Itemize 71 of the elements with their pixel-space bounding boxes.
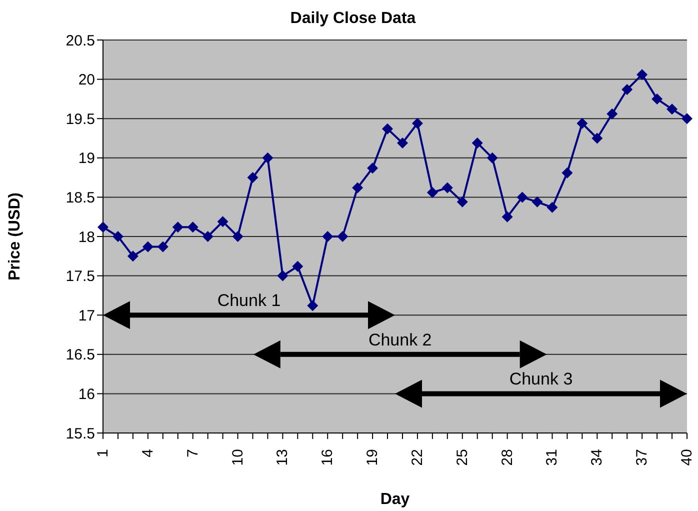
point xyxy=(442,182,453,194)
x-tick-label: 13 xyxy=(274,449,292,466)
y-tick-label: 20.5 xyxy=(66,32,95,50)
x-tick-label: 1 xyxy=(94,449,112,458)
point xyxy=(412,118,423,129)
point xyxy=(636,69,648,80)
annotation: Chunk 1 xyxy=(217,291,281,310)
y-tick-label: 15.5 xyxy=(66,425,95,442)
x-tick-label: 4 xyxy=(139,449,156,458)
x-tick-label: 34 xyxy=(588,449,606,466)
y-tick-label: 17.5 xyxy=(66,268,95,286)
point xyxy=(592,132,603,144)
x-tick-label: 7 xyxy=(184,449,202,458)
point xyxy=(292,260,304,272)
point xyxy=(367,162,378,174)
point xyxy=(546,202,558,213)
point xyxy=(486,152,498,164)
x-tick-label: 19 xyxy=(364,449,382,466)
y-tick-label: 18.5 xyxy=(66,190,95,207)
point xyxy=(562,167,573,178)
point xyxy=(426,186,438,198)
annotation: Chunk 2 xyxy=(368,330,432,350)
point xyxy=(666,104,678,115)
point xyxy=(337,231,348,242)
point xyxy=(157,241,168,252)
annotation: Chunk 3 xyxy=(509,370,573,389)
point xyxy=(682,113,692,124)
x-tick-label: 25 xyxy=(454,449,471,466)
point xyxy=(456,196,468,208)
point xyxy=(652,93,663,104)
y-tick-label: 17 xyxy=(78,307,95,324)
point xyxy=(472,137,483,148)
y-tick-label: 16 xyxy=(78,386,95,404)
point xyxy=(322,231,334,242)
point xyxy=(247,172,258,184)
y-tick-label: 19.5 xyxy=(66,110,95,128)
x-axis-title: Day xyxy=(380,491,410,508)
point xyxy=(622,84,633,96)
x-tick-label: 40 xyxy=(678,449,696,466)
point xyxy=(217,216,228,228)
y-tick-label: 20 xyxy=(78,72,95,89)
x-tick-label: 10 xyxy=(229,449,246,466)
y-tick-label: 16.5 xyxy=(66,346,95,364)
chart-title: Daily Close Data xyxy=(289,10,417,28)
x-tick-label: 28 xyxy=(498,449,516,466)
y-tick-label: 18 xyxy=(78,228,95,246)
point xyxy=(127,250,138,262)
point xyxy=(202,231,214,242)
point xyxy=(532,196,543,208)
x-tick-label: 37 xyxy=(634,449,651,466)
point xyxy=(606,108,618,120)
point xyxy=(516,192,528,203)
point xyxy=(142,241,154,252)
point xyxy=(396,137,408,148)
point xyxy=(112,231,124,242)
point xyxy=(307,300,318,312)
x-tick-label: 31 xyxy=(544,449,561,466)
y-tick-label: 19 xyxy=(78,150,95,168)
point xyxy=(172,222,184,233)
x-tick-label: 16 xyxy=(319,449,336,466)
x-tick-label: 22 xyxy=(408,449,426,466)
point xyxy=(382,123,394,134)
point xyxy=(262,152,274,164)
point xyxy=(277,270,288,282)
point xyxy=(98,222,108,233)
point xyxy=(502,211,513,222)
point xyxy=(352,182,364,194)
y-axis-title: Price (USD) xyxy=(6,192,24,281)
point xyxy=(576,118,588,129)
point xyxy=(187,222,198,233)
point xyxy=(232,231,244,242)
